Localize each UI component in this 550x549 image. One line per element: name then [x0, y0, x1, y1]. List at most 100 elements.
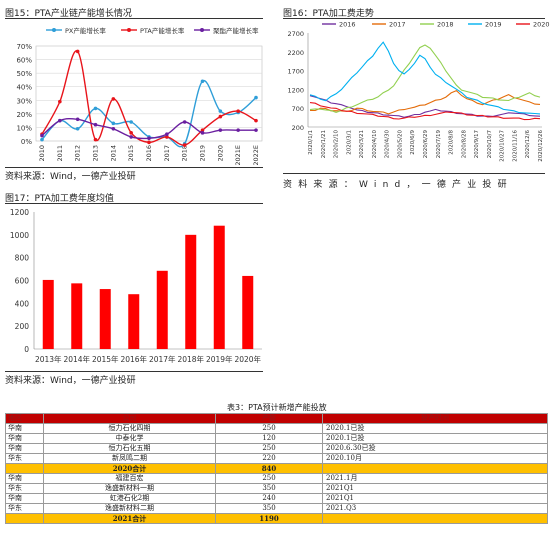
x-tick-label: 2018年 [177, 354, 204, 364]
x-tick-label: 2020/3/1 [346, 130, 352, 155]
fig15-title-rule [5, 18, 263, 19]
data-point [111, 97, 116, 101]
region-cell: 华东 [5, 483, 44, 494]
data-point [165, 135, 169, 139]
x-tick-label: 2016 [145, 145, 153, 162]
date-cell: 2021Q1 [322, 483, 548, 494]
x-tick-label: 2022E [252, 145, 260, 165]
capacity-table: 地区 公司 产能 投产时间 华南 恒力石化四期 250 2020.1已投 华南 中泰化学 1… [5, 413, 548, 524]
data-point [93, 137, 98, 142]
fig17-title-rule [5, 203, 263, 204]
fig17-source: 资料来源：Wind，一德产业投研 [5, 376, 136, 386]
table-total-row: 2020合计 840 [5, 463, 548, 474]
table3-title: 表3：PTA预计新增产能投放 [227, 403, 327, 412]
x-tick-label: 2014 [109, 145, 117, 162]
header-company: 公司 [43, 413, 216, 424]
date-cell: 2020.10月 [322, 453, 548, 464]
data-point [129, 120, 133, 124]
legend-marker [200, 28, 204, 32]
y-tick-label: 800 [15, 254, 30, 263]
company-cell: 福建百宏 [43, 473, 216, 484]
legend-label: PTA产能增长率 [140, 26, 185, 35]
legend-label: 2017 [389, 21, 406, 29]
x-tick-label: 2021E [234, 145, 242, 165]
y-tick-label: 1200 [287, 86, 304, 94]
data-point [200, 131, 205, 135]
x-tick-label: 2020/2/10 [334, 130, 340, 159]
y-tick-label: 70% [16, 43, 32, 51]
data-point [129, 135, 133, 139]
capacity-cell: 250 [215, 423, 323, 434]
date-cell: 2020.1已投 [322, 433, 548, 444]
region-cell [5, 463, 44, 474]
bar [185, 234, 197, 349]
x-tick-label: 2020/10/7 [487, 130, 493, 159]
company-cell: 新凤鸣二期 [43, 453, 216, 464]
y-tick-label: 1200 [10, 208, 29, 217]
y-tick-label: 600 [15, 277, 30, 286]
data-point [75, 117, 80, 122]
bar [42, 279, 54, 349]
y-tick-label: 10% [16, 124, 32, 132]
legend-label: 2016 [339, 21, 356, 29]
region-cell: 华东 [5, 503, 44, 514]
x-tick-label: 2018 [181, 145, 189, 162]
y-tick-label: 200 [15, 322, 30, 331]
fig17-title: 图17：PTA加工费年度均值 [5, 194, 114, 204]
fig17-chart: 0 200 400 600 800 1000 1200 2013年 2014年 2015年 2016… [10, 208, 262, 364]
region-cell: 华南 [5, 433, 44, 444]
data-point [182, 120, 187, 124]
legend-label: PX产能增长率 [65, 26, 106, 35]
region-cell: 华南 [5, 443, 44, 454]
date-cell: 2021.Q3 [322, 503, 548, 514]
bar [128, 294, 140, 349]
y-tick-label: 400 [15, 299, 30, 308]
capacity-cell: 350 [215, 503, 323, 514]
region-cell: 华南 [5, 473, 44, 484]
series-line-1 [41, 50, 257, 146]
x-tick-label: 2020 [216, 145, 224, 162]
x-tick-label: 2013 [92, 145, 100, 162]
company-cell: 逸盛新材料二期 [43, 503, 216, 514]
company-cell: 中泰化学 [43, 433, 216, 444]
data-point [254, 118, 258, 123]
series-line-2016 [309, 95, 541, 118]
bar [99, 289, 111, 349]
x-tick-label: 2020/8/8 [449, 130, 455, 155]
y-tick-label: 1700 [287, 68, 304, 76]
date-cell: 2021Q1 [322, 493, 548, 504]
region-cell: 华南 [5, 423, 44, 434]
fig15-source-rule [5, 167, 263, 168]
y-tick-label: 0% [21, 138, 32, 146]
x-tick-label: 2019年 [206, 354, 233, 364]
date-cell [322, 463, 548, 474]
x-tick-label: 2020/5/20 [397, 130, 403, 159]
y-tick-label: 40% [16, 84, 32, 92]
data-point [254, 128, 258, 132]
table-header-row: 地区 公司 产能 投产时间 [5, 413, 548, 424]
x-tick-label: 2013年 [35, 354, 62, 364]
y-tick-label: 2700 [287, 30, 304, 38]
company-cell: 恒力石化五期 [43, 443, 216, 454]
x-tick-label: 2020/1/21 [321, 130, 327, 158]
x-tick-label: 2020/7/19 [436, 130, 442, 159]
x-tick-label: 2020/9/17 [474, 130, 480, 159]
data-point [40, 137, 44, 142]
date-cell: 2021.1月 [322, 473, 548, 484]
capacity-cell: 250 [215, 443, 323, 454]
x-tick-label: 2020/4/10 [372, 130, 378, 159]
table-row: 华南 中泰化学 120 2020.1已投 [5, 433, 548, 444]
table-total-row: 2021合计 1190 [5, 513, 548, 524]
legend-marker [52, 28, 56, 32]
header-capacity: 产能 [215, 413, 323, 424]
header-region: 地区 [5, 413, 44, 424]
region-cell: 华南 [5, 493, 44, 504]
data-point [75, 126, 80, 131]
x-tick-label: 2016年 [120, 354, 147, 364]
x-tick-label: 2020/8/28 [461, 130, 467, 159]
series-line-2020 [309, 102, 541, 121]
bar [156, 270, 168, 349]
data-point [93, 106, 98, 111]
capacity-cell: 840 [215, 463, 323, 474]
data-point [165, 132, 169, 137]
